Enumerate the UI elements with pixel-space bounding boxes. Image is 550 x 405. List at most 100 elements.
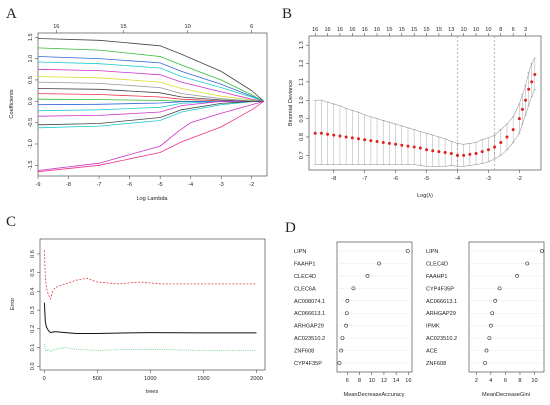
x-tick-label: -2 xyxy=(249,182,254,188)
y-tick-label: 1.0 xyxy=(299,96,305,104)
coef-path-4 xyxy=(37,68,264,102)
importance-dot xyxy=(483,361,487,365)
x-tick-label: 16 xyxy=(405,378,411,384)
cv-point xyxy=(431,149,435,153)
x-tick-label: -3 xyxy=(219,182,224,188)
importance-dot xyxy=(377,261,381,266)
panel-c-x-ticks: 0 500 1000 1500 2000 xyxy=(43,370,263,382)
importance-dot xyxy=(493,298,498,303)
x-tick-label: -8 xyxy=(331,176,336,182)
importance-dot xyxy=(515,274,519,278)
y-tick-label: 0.5 xyxy=(28,76,34,84)
cv-point xyxy=(449,151,453,155)
cv-point xyxy=(387,141,391,145)
cv-point xyxy=(394,142,398,146)
panel-c-box xyxy=(39,238,266,371)
y-tick-label: 0.5 xyxy=(30,269,36,277)
cv-point xyxy=(493,145,497,149)
top-tick-label: 16 xyxy=(324,27,330,33)
panel-b-y-label: Binomial Deviance xyxy=(288,80,294,126)
cv-point xyxy=(524,98,528,102)
panel-d-right-labels: LIPN CLEC4D FAAHP1 CYP4F35P AC066613.1 ARHGAP… xyxy=(426,249,457,367)
top-tick-label: 15 xyxy=(411,27,417,33)
panel-b-x-label: Log(λ) xyxy=(417,193,433,199)
cv-point xyxy=(406,144,410,148)
y-tick-label: 0.9 xyxy=(299,115,305,123)
coef-path-3 xyxy=(37,61,265,102)
top-tick-label: 16 xyxy=(362,27,368,33)
x-tick-label: 6 xyxy=(346,378,349,384)
variable-label: FAAHP1 xyxy=(426,274,447,280)
x-tick-label: -5 xyxy=(158,182,163,188)
importance-dot xyxy=(365,274,370,278)
cv-point xyxy=(443,151,447,155)
variable-label: AC023510.2 xyxy=(294,336,325,342)
y-tick-label: 0.0 xyxy=(30,362,36,370)
x-tick-label: 2 xyxy=(475,378,478,384)
panel-d-left-box xyxy=(336,241,413,373)
cv-point xyxy=(517,117,521,121)
x-tick-label: 6 xyxy=(504,378,507,384)
top-tick-label: 16 xyxy=(349,27,355,33)
panel-a-y-label: Coefficients xyxy=(9,89,15,118)
coef-path-1 xyxy=(37,47,265,102)
cv-point xyxy=(480,150,484,154)
cv-point xyxy=(527,87,531,91)
panel-d-left-x-label: MeanDecreaseAccuracy xyxy=(344,392,405,398)
panel-d-left-x-ticks: 6 8 10 12 14 16 xyxy=(346,372,411,384)
cv-point xyxy=(319,131,323,135)
importance-dot xyxy=(339,348,344,353)
error-line-oob xyxy=(43,302,257,334)
cv-point xyxy=(468,152,472,156)
x-tick-label: 12 xyxy=(381,378,387,384)
variable-label: AC066613.1 xyxy=(294,311,325,317)
variable-label: CLEC6A xyxy=(294,286,316,292)
variable-label: CYP4F35P xyxy=(426,286,454,292)
cv-point xyxy=(486,148,490,152)
cv-point xyxy=(412,145,416,149)
top-tick-label: 10 xyxy=(485,27,491,33)
x-tick-label: 4 xyxy=(489,378,492,384)
cv-point xyxy=(505,135,509,139)
top-tick-label: 10 xyxy=(473,27,479,33)
variable-label: ZNF608 xyxy=(294,349,314,355)
error-line-class-2 xyxy=(44,343,257,352)
panel-d-left-plot xyxy=(337,249,412,365)
x-tick-label: -5 xyxy=(424,176,429,182)
panel-b-box xyxy=(308,35,542,171)
importance-dot xyxy=(525,261,530,266)
variable-label: AC066613.1 xyxy=(426,299,457,305)
importance-dot xyxy=(497,286,502,291)
panel-a: -9 -8 -7 -6 -5 -4 -3 -2 1.5 1.0 0.5 0.0 -0.5 -1.0 -1.… xyxy=(9,24,268,202)
top-tick-label: 16 xyxy=(312,27,318,33)
top-tick-label: 10 xyxy=(461,27,467,33)
y-tick-label: 0.3 xyxy=(30,306,36,314)
x-tick-label: 8 xyxy=(518,378,521,384)
x-tick-label: 8 xyxy=(358,378,361,384)
panel-d-right-plot xyxy=(469,249,544,365)
x-tick-label: -7 xyxy=(97,182,102,188)
y-tick-label: 1.1 xyxy=(299,78,305,86)
cv-point xyxy=(533,73,537,77)
x-tick-label: -4 xyxy=(455,176,460,182)
top-tick-label: 8 xyxy=(499,27,502,33)
cv-point xyxy=(455,153,459,157)
cv-point xyxy=(356,137,360,141)
importance-dot xyxy=(487,336,492,340)
importance-dot xyxy=(344,311,349,316)
x-tick-label: -6 xyxy=(393,176,398,182)
variable-label: ARHGAP29 xyxy=(426,311,456,317)
cv-point xyxy=(530,80,534,84)
variable-label: ACE xyxy=(426,349,438,355)
panel-b-x-ticks: -8 -7 -6 -5 -4 -3 -2 xyxy=(331,170,522,182)
cv-point xyxy=(425,148,429,152)
panel-b-y-ticks: 0.7 0.8 0.9 1.0 1.1 1.2 1.3 xyxy=(299,41,309,159)
top-tick-label: 15 xyxy=(399,27,405,33)
panel-b: -8 -7 -6 -5 -4 -3 -2 0.70.80.91.01.11.21.3 16 1… xyxy=(288,27,542,199)
top-tick-label: 6 xyxy=(250,24,253,30)
y-tick-label: 1.3 xyxy=(299,41,305,49)
x-tick-label: 1000 xyxy=(144,376,156,382)
x-tick-label: -2 xyxy=(517,176,522,182)
y-tick-label: 0.0 xyxy=(28,97,34,105)
